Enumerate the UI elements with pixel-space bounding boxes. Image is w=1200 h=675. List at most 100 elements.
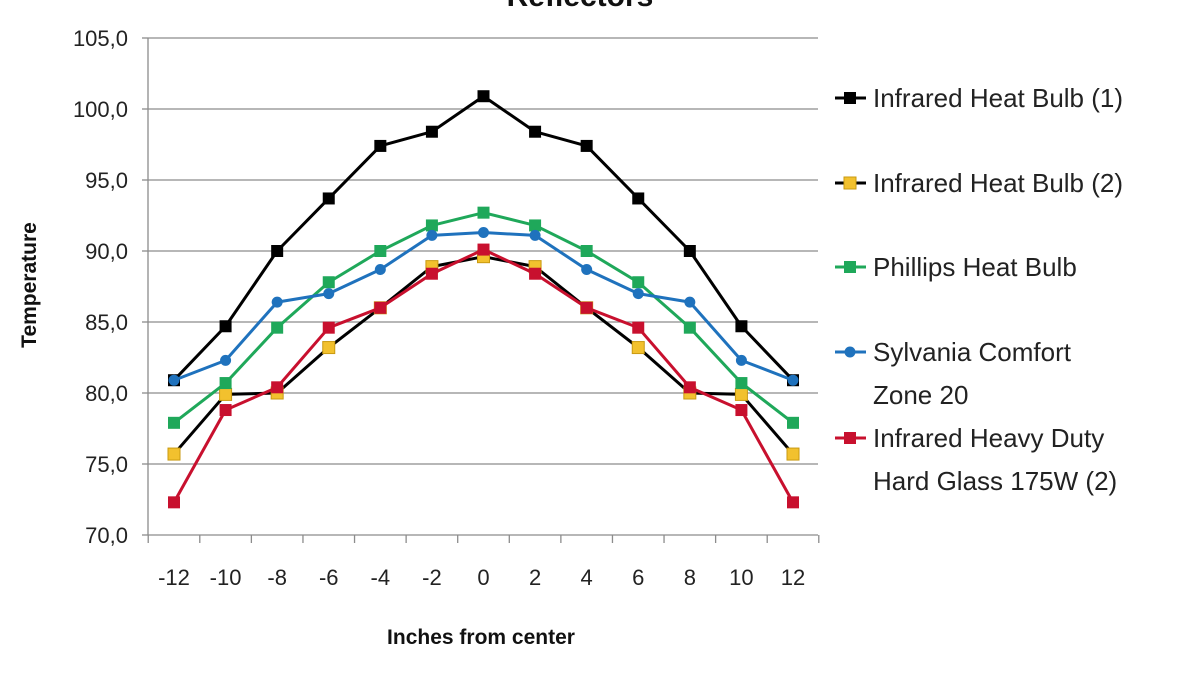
series-5 [168, 243, 799, 509]
data-point [581, 263, 593, 275]
data-point [322, 341, 336, 355]
x-tick-label: 8 [684, 565, 696, 590]
data-point [478, 227, 489, 239]
x-tick-label: 4 [581, 565, 593, 590]
legend-label: Sylvania Comfort [873, 337, 1072, 367]
data-point [271, 296, 283, 308]
data-point [271, 321, 284, 334]
data-point [477, 243, 490, 256]
legend-label: Zone 20 [873, 380, 968, 410]
data-point [323, 288, 335, 300]
data-point [580, 245, 593, 257]
data-point [580, 139, 593, 152]
data-point [787, 374, 799, 386]
series-3 [168, 206, 799, 429]
y-tick-label: 90,0 [85, 239, 128, 264]
x-tick-label: -6 [319, 565, 339, 590]
chart-title: Reflectors [507, 0, 654, 13]
series-1 [168, 90, 799, 387]
data-point [219, 387, 233, 401]
data-point [735, 320, 748, 333]
x-tick-label: 10 [729, 565, 753, 590]
data-point [374, 301, 387, 314]
data-point [735, 377, 748, 390]
x-tick-label: -2 [422, 565, 442, 590]
legend-entry: Infrared Heat Bulb (2) [835, 168, 1123, 198]
y-tick-label: 105,0 [73, 26, 128, 51]
legend-entry: Sylvania Comfort Zone 20 [835, 337, 1072, 410]
legend-marker [844, 261, 856, 273]
data-point [322, 321, 335, 334]
data-point [219, 404, 232, 417]
gridlines [147, 37, 818, 536]
legend-entry: Infrared Heat Bulb (1) [835, 83, 1123, 113]
legend: Infrared Heat Bulb (1) Infrared Heat Bulb… [835, 83, 1123, 496]
data-point [735, 404, 748, 417]
data-point [425, 219, 438, 232]
y-tick-label: 80,0 [85, 381, 128, 406]
data-point [787, 496, 799, 509]
data-point [426, 229, 438, 241]
legend-marker [844, 346, 856, 358]
x-tick-label: 2 [529, 565, 541, 590]
data-point [271, 245, 284, 257]
x-axis-title: Inches from center [387, 626, 575, 649]
data-point [425, 125, 438, 138]
data-point [374, 139, 387, 152]
data-point [631, 341, 645, 355]
data-point [632, 192, 645, 205]
x-tick-label: 0 [477, 565, 489, 590]
data-point [683, 381, 696, 394]
data-point [632, 276, 645, 289]
data-point [580, 301, 593, 314]
x-tick-label: -4 [371, 565, 391, 590]
series-2 [167, 250, 800, 461]
legend-label: Infrared Heat Bulb (1) [873, 83, 1123, 113]
y-axis-title: Temperature [18, 222, 41, 348]
data-point [632, 321, 645, 334]
data-point [684, 296, 696, 308]
data-point [322, 276, 335, 289]
data-point [477, 206, 490, 219]
data-point [271, 381, 284, 394]
data-point [168, 496, 180, 509]
data-point [168, 416, 180, 429]
legend-marker [843, 176, 857, 190]
y-tick-label: 70,0 [85, 523, 128, 548]
data-point [683, 245, 696, 257]
y-tick-label: 85,0 [85, 310, 128, 335]
legend-label: Infrared Heat Bulb (2) [873, 168, 1123, 198]
series-line [172, 255, 795, 456]
data-point [734, 387, 748, 401]
x-tick-label: -12 [158, 565, 190, 590]
legend-entry: Phillips Heat Bulb [835, 252, 1077, 282]
legend-entry: Infrared Heavy Duty Hard Glass 175W (2) [835, 423, 1117, 496]
series-group [167, 90, 800, 509]
data-point [735, 354, 747, 366]
data-point [374, 263, 386, 275]
legend-marker [844, 432, 856, 444]
x-tick-label: 6 [632, 565, 644, 590]
data-point [168, 374, 180, 386]
data-point [220, 354, 232, 366]
data-point [632, 288, 644, 300]
data-point [529, 267, 542, 280]
data-point [219, 377, 232, 390]
data-point [477, 90, 490, 103]
legend-label: Hard Glass 175W (2) [873, 466, 1117, 496]
data-point [529, 229, 541, 241]
data-point [322, 192, 335, 205]
legend-label: Infrared Heavy Duty [873, 423, 1104, 453]
data-point [786, 447, 800, 461]
x-tick-label: -10 [210, 565, 242, 590]
x-tick-label: -8 [267, 565, 287, 590]
data-point [425, 267, 438, 280]
data-point [167, 447, 181, 461]
legend-marker [844, 92, 856, 104]
x-axis-ticks: -12 -10 -8 -6 -4 -2 0 2 4 6 8 10 12 [147, 535, 820, 590]
data-point [787, 416, 799, 429]
data-point [683, 321, 696, 334]
y-tick-label: 75,0 [85, 452, 128, 477]
series-4 [168, 227, 799, 386]
